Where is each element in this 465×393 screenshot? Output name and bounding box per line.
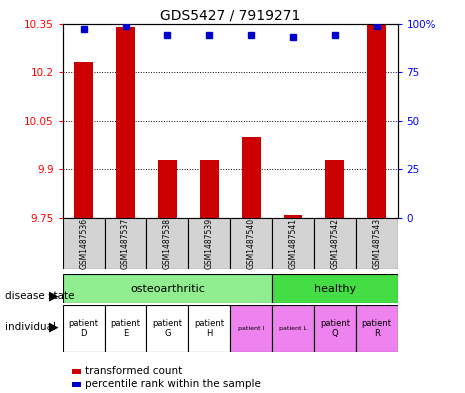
Bar <box>230 218 272 269</box>
Text: GSM1487537: GSM1487537 <box>121 218 130 269</box>
Bar <box>242 137 260 218</box>
Bar <box>105 305 146 352</box>
Text: GSM1487536: GSM1487536 <box>79 218 88 269</box>
Bar <box>200 160 219 218</box>
Bar <box>188 305 230 352</box>
Title: GDS5427 / 7919271: GDS5427 / 7919271 <box>160 8 300 22</box>
Bar <box>63 274 272 303</box>
Text: patient
Q: patient Q <box>320 319 350 338</box>
Text: percentile rank within the sample: percentile rank within the sample <box>85 379 261 389</box>
Text: disease state: disease state <box>5 290 74 301</box>
Text: GSM1487539: GSM1487539 <box>205 218 214 269</box>
Text: ▶: ▶ <box>49 320 59 334</box>
Bar <box>314 305 356 352</box>
Text: osteoarthritic: osteoarthritic <box>130 284 205 294</box>
Bar <box>105 218 146 269</box>
Bar <box>314 218 356 269</box>
Bar <box>230 305 272 352</box>
Bar <box>284 215 302 218</box>
Text: patient
E: patient E <box>111 319 140 338</box>
Bar <box>272 218 314 269</box>
Text: patient
D: patient D <box>69 319 99 338</box>
Text: individual: individual <box>5 322 56 332</box>
Text: GSM1487540: GSM1487540 <box>246 218 256 269</box>
Text: patient
G: patient G <box>153 319 182 338</box>
Text: patient L: patient L <box>279 326 307 331</box>
Bar <box>74 62 93 218</box>
Bar <box>146 305 188 352</box>
Text: ▶: ▶ <box>49 289 59 302</box>
Bar <box>158 160 177 218</box>
Bar <box>63 218 105 269</box>
Text: healthy: healthy <box>314 284 356 294</box>
Text: GSM1487538: GSM1487538 <box>163 218 172 269</box>
Text: transformed count: transformed count <box>85 366 182 376</box>
Bar <box>326 160 344 218</box>
Text: GSM1487543: GSM1487543 <box>372 218 381 269</box>
Text: patient I: patient I <box>238 326 264 331</box>
Bar <box>356 218 398 269</box>
Bar <box>356 305 398 352</box>
Bar <box>63 305 105 352</box>
Bar <box>367 24 386 218</box>
Text: GSM1487541: GSM1487541 <box>288 218 298 269</box>
Bar <box>116 27 135 218</box>
Bar <box>272 305 314 352</box>
Bar <box>272 274 398 303</box>
Text: patient
R: patient R <box>362 319 392 338</box>
Bar <box>188 218 230 269</box>
Text: patient
H: patient H <box>194 319 224 338</box>
Text: GSM1487542: GSM1487542 <box>330 218 339 269</box>
Bar <box>146 218 188 269</box>
